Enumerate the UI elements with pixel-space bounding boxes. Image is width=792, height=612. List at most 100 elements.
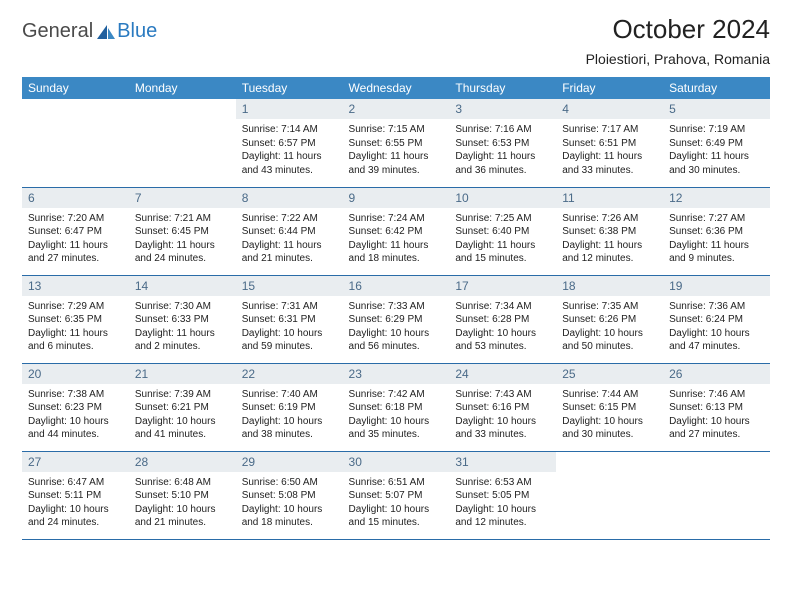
- calendar-day-cell: 3Sunrise: 7:16 AMSunset: 6:53 PMDaylight…: [449, 99, 556, 187]
- day-body: Sunrise: 7:40 AMSunset: 6:19 PMDaylight:…: [236, 384, 343, 446]
- logo: General Blue: [22, 20, 157, 43]
- day-number: 11: [556, 188, 663, 208]
- day-number: 9: [343, 188, 450, 208]
- day-number: 16: [343, 276, 450, 296]
- day-of-week-header: Friday: [556, 77, 663, 99]
- day-number: 31: [449, 452, 556, 472]
- day-number: 25: [556, 364, 663, 384]
- day-body: Sunrise: 7:29 AMSunset: 6:35 PMDaylight:…: [22, 296, 129, 358]
- calendar-day-cell: 26Sunrise: 7:46 AMSunset: 6:13 PMDayligh…: [663, 363, 770, 451]
- day-body: Sunrise: 7:33 AMSunset: 6:29 PMDaylight:…: [343, 296, 450, 358]
- day-number: 21: [129, 364, 236, 384]
- calendar-week-row: 13Sunrise: 7:29 AMSunset: 6:35 PMDayligh…: [22, 275, 770, 363]
- day-body: Sunrise: 6:51 AMSunset: 5:07 PMDaylight:…: [343, 472, 450, 534]
- day-body: Sunrise: 6:50 AMSunset: 5:08 PMDaylight:…: [236, 472, 343, 534]
- day-number: 15: [236, 276, 343, 296]
- location: Ploiestiori, Prahova, Romania: [586, 51, 770, 67]
- day-of-week-header: Sunday: [22, 77, 129, 99]
- day-body: Sunrise: 7:16 AMSunset: 6:53 PMDaylight:…: [449, 119, 556, 181]
- day-number: 27: [22, 452, 129, 472]
- calendar-day-cell: 4Sunrise: 7:17 AMSunset: 6:51 PMDaylight…: [556, 99, 663, 187]
- day-number: 26: [663, 364, 770, 384]
- day-body: Sunrise: 7:34 AMSunset: 6:28 PMDaylight:…: [449, 296, 556, 358]
- calendar-day-cell: 1Sunrise: 7:14 AMSunset: 6:57 PMDaylight…: [236, 99, 343, 187]
- day-body: Sunrise: 7:24 AMSunset: 6:42 PMDaylight:…: [343, 208, 450, 270]
- day-number: 17: [449, 276, 556, 296]
- day-number: 7: [129, 188, 236, 208]
- day-number: 23: [343, 364, 450, 384]
- calendar-day-cell: 9Sunrise: 7:24 AMSunset: 6:42 PMDaylight…: [343, 187, 450, 275]
- day-body: Sunrise: 7:44 AMSunset: 6:15 PMDaylight:…: [556, 384, 663, 446]
- day-number: 20: [22, 364, 129, 384]
- day-body: Sunrise: 7:25 AMSunset: 6:40 PMDaylight:…: [449, 208, 556, 270]
- calendar-day-cell: 23Sunrise: 7:42 AMSunset: 6:18 PMDayligh…: [343, 363, 450, 451]
- calendar-day-cell: 18Sunrise: 7:35 AMSunset: 6:26 PMDayligh…: [556, 275, 663, 363]
- day-body: Sunrise: 7:46 AMSunset: 6:13 PMDaylight:…: [663, 384, 770, 446]
- calendar-week-row: 6Sunrise: 7:20 AMSunset: 6:47 PMDaylight…: [22, 187, 770, 275]
- day-body: Sunrise: 7:14 AMSunset: 6:57 PMDaylight:…: [236, 119, 343, 181]
- calendar-day-cell: 24Sunrise: 7:43 AMSunset: 6:16 PMDayligh…: [449, 363, 556, 451]
- day-body: Sunrise: 7:30 AMSunset: 6:33 PMDaylight:…: [129, 296, 236, 358]
- calendar-day-cell: 25Sunrise: 7:44 AMSunset: 6:15 PMDayligh…: [556, 363, 663, 451]
- calendar-table: SundayMondayTuesdayWednesdayThursdayFrid…: [22, 77, 770, 540]
- calendar-day-cell: 27Sunrise: 6:47 AMSunset: 5:11 PMDayligh…: [22, 451, 129, 539]
- day-of-week-header: Saturday: [663, 77, 770, 99]
- calendar-day-cell: 6Sunrise: 7:20 AMSunset: 6:47 PMDaylight…: [22, 187, 129, 275]
- calendar-day-cell: 21Sunrise: 7:39 AMSunset: 6:21 PMDayligh…: [129, 363, 236, 451]
- day-number: 13: [22, 276, 129, 296]
- calendar-day-cell: 19Sunrise: 7:36 AMSunset: 6:24 PMDayligh…: [663, 275, 770, 363]
- day-number: 14: [129, 276, 236, 296]
- day-number: 29: [236, 452, 343, 472]
- day-body: Sunrise: 7:15 AMSunset: 6:55 PMDaylight:…: [343, 119, 450, 181]
- calendar-day-cell: 7Sunrise: 7:21 AMSunset: 6:45 PMDaylight…: [129, 187, 236, 275]
- month-title: October 2024: [586, 14, 770, 45]
- calendar-day-cell: 28Sunrise: 6:48 AMSunset: 5:10 PMDayligh…: [129, 451, 236, 539]
- day-number: 8: [236, 188, 343, 208]
- calendar-day-cell: 20Sunrise: 7:38 AMSunset: 6:23 PMDayligh…: [22, 363, 129, 451]
- day-body: Sunrise: 7:36 AMSunset: 6:24 PMDaylight:…: [663, 296, 770, 358]
- calendar-week-row: 27Sunrise: 6:47 AMSunset: 5:11 PMDayligh…: [22, 451, 770, 539]
- day-body: Sunrise: 7:38 AMSunset: 6:23 PMDaylight:…: [22, 384, 129, 446]
- day-body: Sunrise: 6:48 AMSunset: 5:10 PMDaylight:…: [129, 472, 236, 534]
- calendar-day-cell: [663, 451, 770, 539]
- day-number: 24: [449, 364, 556, 384]
- calendar-day-cell: [129, 99, 236, 187]
- day-number: 6: [22, 188, 129, 208]
- calendar-day-cell: 29Sunrise: 6:50 AMSunset: 5:08 PMDayligh…: [236, 451, 343, 539]
- day-body: Sunrise: 6:53 AMSunset: 5:05 PMDaylight:…: [449, 472, 556, 534]
- calendar-day-cell: 11Sunrise: 7:26 AMSunset: 6:38 PMDayligh…: [556, 187, 663, 275]
- calendar-week-row: 20Sunrise: 7:38 AMSunset: 6:23 PMDayligh…: [22, 363, 770, 451]
- calendar-day-cell: [22, 99, 129, 187]
- logo-text-blue: Blue: [117, 20, 157, 43]
- day-number: 22: [236, 364, 343, 384]
- logo-text-general: General: [22, 20, 93, 43]
- day-body: Sunrise: 7:21 AMSunset: 6:45 PMDaylight:…: [129, 208, 236, 270]
- day-body: Sunrise: 6:47 AMSunset: 5:11 PMDaylight:…: [22, 472, 129, 534]
- day-number: 5: [663, 99, 770, 119]
- day-of-week-row: SundayMondayTuesdayWednesdayThursdayFrid…: [22, 77, 770, 99]
- calendar-day-cell: 15Sunrise: 7:31 AMSunset: 6:31 PMDayligh…: [236, 275, 343, 363]
- day-number: 19: [663, 276, 770, 296]
- calendar-day-cell: 13Sunrise: 7:29 AMSunset: 6:35 PMDayligh…: [22, 275, 129, 363]
- day-body: Sunrise: 7:22 AMSunset: 6:44 PMDaylight:…: [236, 208, 343, 270]
- calendar-day-cell: 10Sunrise: 7:25 AMSunset: 6:40 PMDayligh…: [449, 187, 556, 275]
- day-body: Sunrise: 7:17 AMSunset: 6:51 PMDaylight:…: [556, 119, 663, 181]
- day-number: 3: [449, 99, 556, 119]
- calendar-day-cell: 17Sunrise: 7:34 AMSunset: 6:28 PMDayligh…: [449, 275, 556, 363]
- day-number: 30: [343, 452, 450, 472]
- day-number: 4: [556, 99, 663, 119]
- day-number: 18: [556, 276, 663, 296]
- day-body: Sunrise: 7:42 AMSunset: 6:18 PMDaylight:…: [343, 384, 450, 446]
- calendar-day-cell: 8Sunrise: 7:22 AMSunset: 6:44 PMDaylight…: [236, 187, 343, 275]
- day-number: 28: [129, 452, 236, 472]
- calendar-day-cell: [556, 451, 663, 539]
- day-body: Sunrise: 7:31 AMSunset: 6:31 PMDaylight:…: [236, 296, 343, 358]
- day-body: Sunrise: 7:35 AMSunset: 6:26 PMDaylight:…: [556, 296, 663, 358]
- day-number: 2: [343, 99, 450, 119]
- calendar-day-cell: 14Sunrise: 7:30 AMSunset: 6:33 PMDayligh…: [129, 275, 236, 363]
- calendar-day-cell: 2Sunrise: 7:15 AMSunset: 6:55 PMDaylight…: [343, 99, 450, 187]
- day-body: Sunrise: 7:27 AMSunset: 6:36 PMDaylight:…: [663, 208, 770, 270]
- day-number: 12: [663, 188, 770, 208]
- calendar-body: 1Sunrise: 7:14 AMSunset: 6:57 PMDaylight…: [22, 99, 770, 539]
- day-body: Sunrise: 7:43 AMSunset: 6:16 PMDaylight:…: [449, 384, 556, 446]
